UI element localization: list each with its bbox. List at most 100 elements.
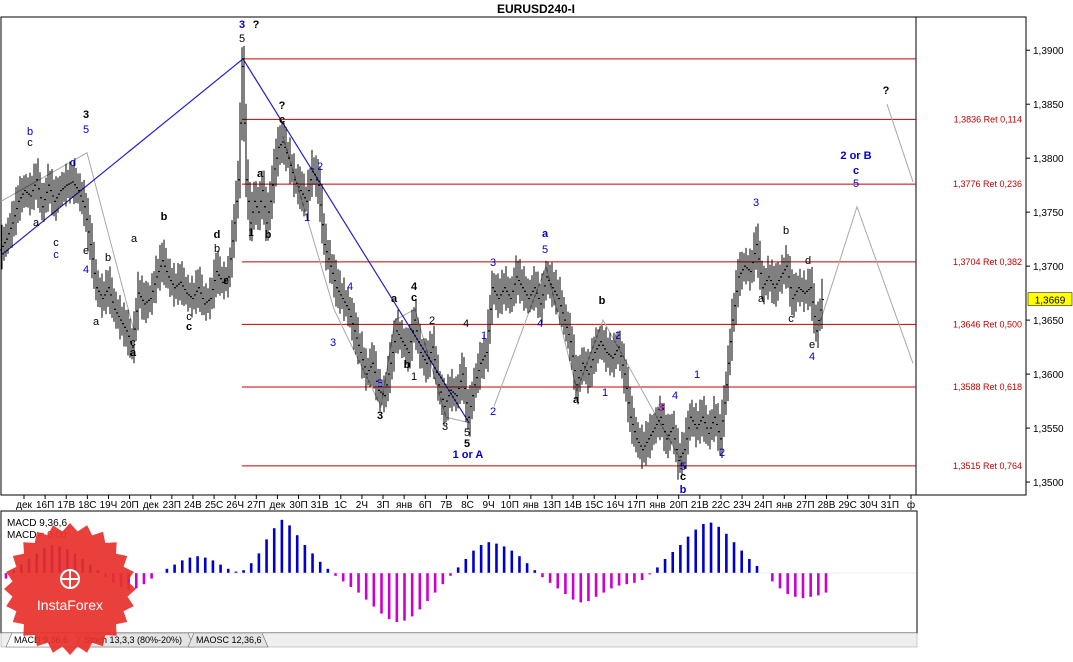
wave-label: 3 [377,410,383,422]
wave-label: 5 [464,438,470,450]
wave-label: a [33,217,40,229]
price-tick-label: 1,3700 [1033,262,1064,273]
wave-label: ? [253,19,260,31]
wave-label: c [853,165,859,177]
wave-label: 3 [83,109,89,121]
wave-label: c [186,311,192,323]
chart-title: EURUSD240-I [497,2,575,16]
wave-label: e [809,339,815,351]
time-tick-label: 30Ч [860,500,878,511]
wave-label: c [186,321,192,333]
wave-label: 3 [658,402,664,414]
wave-label: a [257,168,264,180]
wave-label: 1 [602,387,608,399]
wave-label: c [27,137,33,149]
price-tick-label: 1,3600 [1033,370,1064,381]
price-tick-label: 1,3900 [1033,46,1064,57]
wave-label: 1 [694,369,700,381]
current-price-marker: 1,3669 [1027,292,1073,307]
time-tick-label: янв [649,500,665,511]
time-tick-label: 24В [184,500,202,511]
time-tick-label: 13П [543,500,561,511]
wave-label: d [805,255,811,267]
wave-label: 3 [239,19,245,31]
time-tick-label: 20П [670,500,688,511]
fib-level-label: 1,3515 Ret 0,764 [953,461,1022,471]
wave-label: 1 [411,371,417,383]
tab-maosc-label[interactable]: MAOSC 12,36,6 [196,635,262,645]
current-price-box [1027,292,1073,306]
time-tick-label: 21В [691,500,709,511]
time-tick-label: 27П [247,500,265,511]
time-tick-label: янв [396,500,412,511]
time-tick-label: 27П [796,500,814,511]
tab-stoch-label[interactable]: Stoch 13,3,3 (80%-20%) [84,635,182,645]
wave-label: 2 [317,161,323,173]
wave-label: ? [883,85,890,97]
wave-label: 3 [330,337,336,349]
wave-label: 3 [753,197,759,209]
wave-label: c [680,471,686,483]
time-tick-label: 20П [120,500,138,511]
time-tick-label: 23П [163,500,181,511]
wave-label: b [105,252,111,264]
fibonacci-levels: 1,3836 Ret 0,114 1,3776 Ret 0,236 1,3704 R… [242,58,1022,471]
time-tick-label: 3П [377,500,390,511]
wave-label: 5 [464,427,470,439]
price-tick-label: 1,3850 [1033,100,1064,111]
fib-level-label: 1,3776 Ret 0,236 [953,179,1022,189]
time-tick-label: янв [523,500,539,511]
wave-label: a [573,394,580,406]
time-axis: дек 16П 17В 18С 19Ч 20П дек 23П 24В 25С 26Ч 27П дек 3… [16,495,915,511]
time-tick-label: 14В [564,500,582,511]
wave-label: c [53,237,59,249]
wave-label: 4 [347,281,353,293]
macd-name: MACD [7,530,36,541]
fib-level-label: 1,3646 Ret 0,500 [953,319,1022,329]
time-tick-label: дек [16,500,32,511]
wave-label: 1 [248,227,254,239]
wave-label: a [93,316,100,328]
price-axis: 1,3900 1,3850 1,3800 1,3750 1,3700 1,3650 1,36… [1026,46,1064,489]
tab-maosc[interactable]: MAOSC 12,36,6 [187,632,269,648]
wave-label: b [265,229,272,241]
macd-label: MACD 9,36,6 [7,518,67,529]
wave-label: 5 [83,124,89,136]
price-tick-label: 1,3500 [1033,478,1064,489]
wave-label: a [758,293,765,305]
wave-label: ? [279,100,286,112]
time-tick-label: 30П [289,500,307,511]
wave-label: 4 [83,264,89,276]
wave-label: 1 [481,330,487,342]
wave-label: 1 or A [453,449,484,461]
wave-label: d [214,229,221,241]
wave-label: d [70,157,76,169]
time-tick-label: 17П [627,500,645,511]
wave-label: 2 [490,406,496,418]
wave-label: 4 [809,351,815,363]
time-tick-label: 24П [754,500,772,511]
wave-label: 4 [463,318,469,330]
tab-maosc-shape[interactable] [187,632,269,648]
time-tick-label: 18С [78,500,96,511]
time-tick-label: 16Ч [606,500,624,511]
brand-emblem-icon [60,569,80,589]
wave-label: 4 [672,390,678,402]
wave-label: 5 [239,33,245,45]
time-tick-label: 2Ч [356,500,368,511]
wave-label: 4 [537,318,543,330]
fib-level-label: 1,3836 Ret 0,114 [954,114,1022,124]
wave-label: a [131,233,138,245]
wave-label: 5 [542,244,548,256]
price-tick-label: 1,3550 [1033,424,1064,435]
fib-level-label: 1,3588 Ret 0,618 [953,382,1022,392]
wave-label: a [391,293,398,305]
wave-label: 1 [304,212,310,224]
instaforex-logo: InstaForex [4,523,136,655]
brand-name: InstaForex [37,597,103,613]
current-price-label: 1,3669 [1035,296,1066,307]
wave-label: 5 [853,178,859,190]
time-tick-label: дек [143,500,159,511]
price-candles [0,45,824,480]
